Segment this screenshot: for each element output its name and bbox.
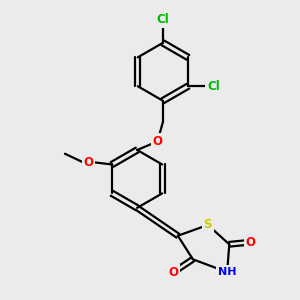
Text: O: O [246,236,256,249]
Text: O: O [152,135,163,148]
Text: NH: NH [218,267,236,277]
Text: Cl: Cl [157,13,169,26]
Text: S: S [204,218,212,232]
Text: O: O [83,156,94,169]
Text: Cl: Cl [207,80,220,93]
Text: O: O [169,266,178,279]
